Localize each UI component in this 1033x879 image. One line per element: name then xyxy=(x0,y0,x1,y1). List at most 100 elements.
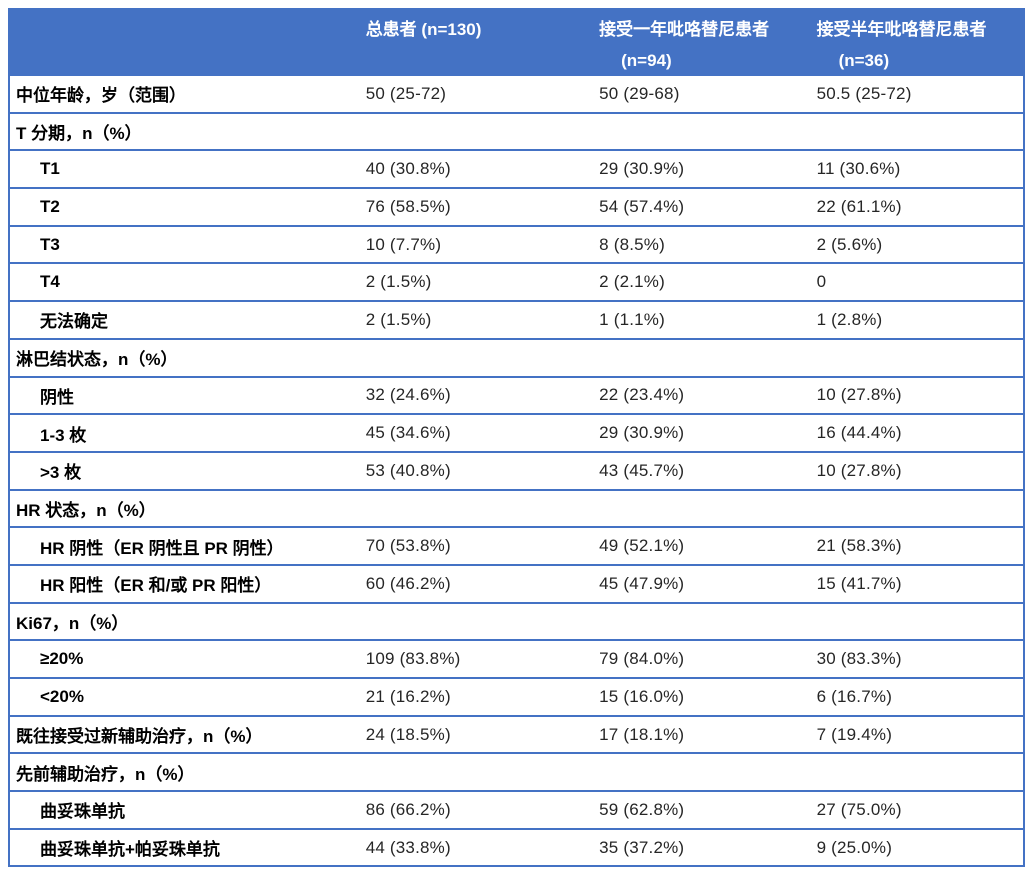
value-cell: 6 (16.7%) xyxy=(812,677,1024,717)
value-cell: 2 (5.6%) xyxy=(812,224,1024,265)
baseline-characteristics-table: 总患者 (n=130) 接受一年吡咯替尼患者 (n=94) 接受半年吡咯替尼患者… xyxy=(8,8,1025,868)
table-row: 中位年龄，岁（范围） 50 (25-72) 50 (29-68) 50.5 (25-7… xyxy=(9,74,1024,114)
row-label-cell: >3 枚 xyxy=(9,450,362,491)
value-cell: 79 (84.0%) xyxy=(595,639,813,679)
value-cell: 50 (25-72) xyxy=(361,74,596,114)
row-label-cell: T3 xyxy=(9,224,362,265)
value-cell: 24 (18.5%) xyxy=(361,714,596,755)
row-label-cell: HR 状态，n（%） xyxy=(9,488,1024,529)
row-label-cell: 中位年龄，岁（范围） xyxy=(9,74,362,114)
table-row: 曲妥珠单抗 86 (66.2%) 59 (62.8%) 27 (75.0%) xyxy=(9,790,1024,830)
table-row: 曲妥珠单抗+帕妥珠单抗 44 (33.8%) 35 (37.2%) 9 (25.0%) xyxy=(9,827,1024,868)
value-cell: 50 (29-68) xyxy=(595,74,813,114)
value-cell: 15 (16.0%) xyxy=(595,677,813,717)
value-cell: 10 (27.8%) xyxy=(812,450,1024,491)
value-cell: 21 (58.3%) xyxy=(812,526,1024,566)
section-row: Ki67，n（%） xyxy=(9,601,1024,642)
value-cell: 1 (2.8%) xyxy=(812,300,1024,340)
header-row: 总患者 (n=130) 接受一年吡咯替尼患者 (n=94) 接受半年吡咯替尼患者… xyxy=(9,9,1024,75)
value-cell: 70 (53.8%) xyxy=(361,526,596,566)
row-label-cell: T 分期，n（%） xyxy=(9,111,1024,152)
value-cell: 9 (25.0%) xyxy=(812,827,1024,868)
section-row: 先前辅助治疗，n（%） xyxy=(9,752,1024,793)
value-cell: 0 xyxy=(812,262,1024,303)
section-row: 淋巴结状态，n（%） xyxy=(9,337,1024,378)
value-cell: 17 (18.1%) xyxy=(595,714,813,755)
row-label-cell: 曲妥珠单抗 xyxy=(9,790,362,830)
value-cell: 49 (52.1%) xyxy=(595,526,813,566)
value-cell: 22 (61.1%) xyxy=(812,187,1024,227)
value-cell: 8 (8.5%) xyxy=(595,224,813,265)
table-row: HR 阳性（ER 和/或 PR 阳性） 60 (46.2%) 45 (47.9%) 1… xyxy=(9,563,1024,604)
value-cell: 76 (58.5%) xyxy=(361,187,596,227)
row-label-cell: 无法确定 xyxy=(9,300,362,340)
value-cell: 2 (1.5%) xyxy=(361,300,596,340)
value-cell: 43 (45.7%) xyxy=(595,450,813,491)
table-row: HR 阴性（ER 阴性且 PR 阴性） 70 (53.8%) 49 (52.1%) 2… xyxy=(9,526,1024,566)
section-row: HR 状态，n（%） xyxy=(9,488,1024,529)
value-cell: 10 (27.8%) xyxy=(812,375,1024,416)
table-row: >3 枚 53 (40.8%) 43 (45.7%) 10 (27.8%) xyxy=(9,450,1024,491)
header-cell-total-patients: 总患者 (n=130) xyxy=(361,9,596,75)
table-header: 总患者 (n=130) 接受一年吡咯替尼患者 (n=94) 接受半年吡咯替尼患者… xyxy=(9,9,1024,75)
row-label-cell: 既往接受过新辅助治疗，n（%） xyxy=(9,714,362,755)
value-cell: 60 (46.2%) xyxy=(361,563,596,604)
header-empty-cell xyxy=(9,9,362,75)
value-cell: 86 (66.2%) xyxy=(361,790,596,830)
header-cell-half-year-pyrotinib: 接受半年吡咯替尼患者 (n=36) xyxy=(812,9,1024,75)
value-cell: 15 (41.7%) xyxy=(812,563,1024,604)
row-label-cell: T4 xyxy=(9,262,362,303)
row-label-cell: 淋巴结状态，n（%） xyxy=(9,337,1024,378)
row-label-cell: 1-3 枚 xyxy=(9,413,362,453)
header-line2: (n=94) xyxy=(621,50,672,70)
header-line1: 总患者 (n=130) xyxy=(365,20,482,39)
value-cell: 45 (34.6%) xyxy=(361,413,596,453)
value-cell: 10 (7.7%) xyxy=(361,224,596,265)
header-line2 xyxy=(366,52,591,71)
value-cell: 59 (62.8%) xyxy=(595,790,813,830)
value-cell: 21 (16.2%) xyxy=(361,677,596,717)
section-row: T 分期，n（%） xyxy=(9,111,1024,152)
row-label-cell: HR 阴性（ER 阴性且 PR 阴性） xyxy=(9,526,362,566)
value-cell: 22 (23.4%) xyxy=(595,375,813,416)
value-cell: 54 (57.4%) xyxy=(595,187,813,227)
value-cell: 45 (47.9%) xyxy=(595,563,813,604)
value-cell: 7 (19.4%) xyxy=(812,714,1024,755)
value-cell: 30 (83.3%) xyxy=(812,639,1024,679)
table-row: 无法确定 2 (1.5%) 1 (1.1%) 1 (2.8%) xyxy=(9,300,1024,340)
table-row: T2 76 (58.5%) 54 (57.4%) 22 (61.1%) xyxy=(9,187,1024,227)
row-label-cell: 曲妥珠单抗+帕妥珠单抗 xyxy=(9,827,362,868)
table-body: 中位年龄，岁（范围） 50 (25-72) 50 (29-68) 50.5 (25-7… xyxy=(9,74,1024,868)
header-line2: (n=36) xyxy=(838,50,890,70)
header-line1: 接受一年吡咯替尼患者 xyxy=(599,20,770,39)
row-label-cell: HR 阳性（ER 和/或 PR 阳性） xyxy=(9,563,362,604)
value-cell: 16 (44.4%) xyxy=(812,413,1024,453)
value-cell: 29 (30.9%) xyxy=(595,149,813,190)
value-cell: 53 (40.8%) xyxy=(361,450,596,491)
table-row: 1-3 枚 45 (34.6%) 29 (30.9%) 16 (44.4%) xyxy=(9,413,1024,453)
header-line1: 接受半年吡咯替尼患者 xyxy=(816,20,987,39)
value-cell: 40 (30.8%) xyxy=(361,149,596,190)
row-label-cell: Ki67，n（%） xyxy=(9,601,1024,642)
row-label-cell: 阴性 xyxy=(9,375,362,416)
table-row: ≥20% 109 (83.8%) 79 (84.0%) 30 (83.3%) xyxy=(9,639,1024,679)
row-label-cell: 先前辅助治疗，n（%） xyxy=(9,752,1024,793)
table-row: T1 40 (30.8%) 29 (30.9%) 11 (30.6%) xyxy=(9,149,1024,190)
value-cell: 44 (33.8%) xyxy=(361,827,596,868)
table-row: 既往接受过新辅助治疗，n（%） 24 (18.5%) 17 (18.1%) 7 (19… xyxy=(9,714,1024,755)
value-cell: 2 (2.1%) xyxy=(595,262,813,303)
row-label-cell: ≥20% xyxy=(9,639,362,679)
value-cell: 32 (24.6%) xyxy=(361,375,596,416)
value-cell: 109 (83.8%) xyxy=(361,639,596,679)
value-cell: 29 (30.9%) xyxy=(595,413,813,453)
table-row: T3 10 (7.7%) 8 (8.5%) 2 (5.6%) xyxy=(9,224,1024,265)
value-cell: 50.5 (25-72) xyxy=(812,74,1024,114)
value-cell: 11 (30.6%) xyxy=(812,149,1024,190)
row-label-cell: <20% xyxy=(9,677,362,717)
value-cell: 2 (1.5%) xyxy=(361,262,596,303)
value-cell: 35 (37.2%) xyxy=(595,827,813,868)
table-row: 阴性 32 (24.6%) 22 (23.4%) 10 (27.8%) xyxy=(9,375,1024,416)
table-row: T4 2 (1.5%) 2 (2.1%) 0 xyxy=(9,262,1024,303)
value-cell: 1 (1.1%) xyxy=(595,300,813,340)
